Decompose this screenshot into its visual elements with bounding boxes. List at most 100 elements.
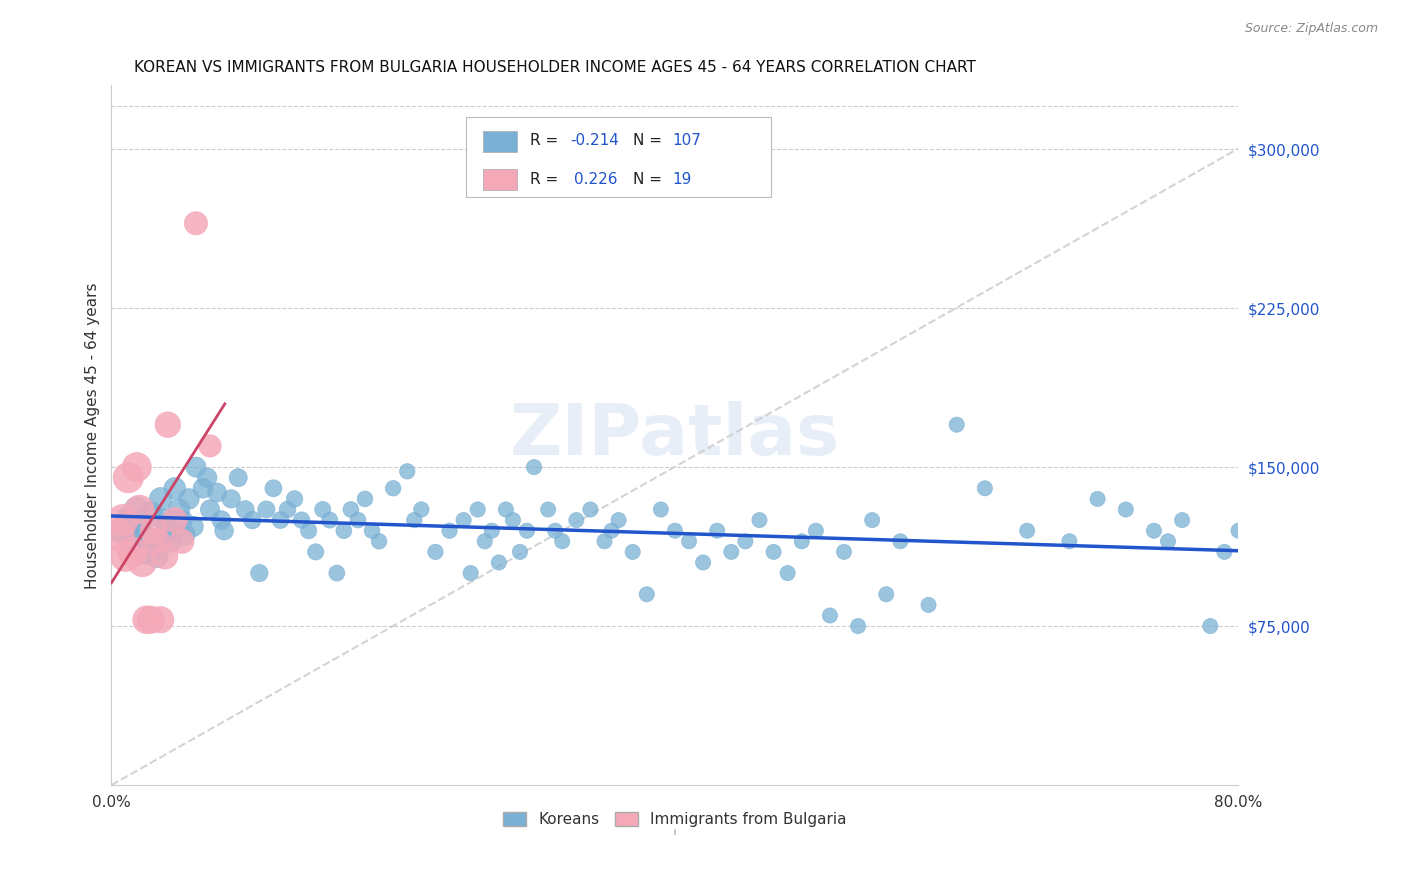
Point: [145, 549, 167, 563]
Point: [396, 464, 419, 478]
Point: [1171, 513, 1194, 527]
Point: [226, 471, 249, 485]
Point: [131, 556, 153, 570]
Point: [298, 524, 321, 538]
Point: [284, 491, 307, 506]
Point: [516, 524, 538, 538]
Text: N =: N =: [633, 133, 666, 148]
Text: KOREAN VS IMMIGRANTS FROM BULGARIA HOUSEHOLDER INCOME AGES 45 - 64 YEARS CORRELA: KOREAN VS IMMIGRANTS FROM BULGARIA HOUSE…: [134, 60, 976, 75]
Text: 19: 19: [672, 172, 692, 186]
FancyBboxPatch shape: [484, 131, 517, 152]
Text: R =: R =: [530, 172, 562, 186]
Point: [453, 513, 475, 527]
Point: [240, 513, 263, 527]
Point: [195, 471, 218, 485]
Point: [233, 502, 256, 516]
Text: Source: ZipAtlas.com: Source: ZipAtlas.com: [1244, 22, 1378, 36]
Point: [1157, 534, 1180, 549]
Text: 107: 107: [672, 133, 702, 148]
Point: [481, 524, 503, 538]
Point: [156, 417, 179, 432]
Point: [198, 502, 221, 516]
Point: [523, 460, 546, 475]
Point: [650, 502, 672, 516]
Point: [291, 513, 314, 527]
Point: [474, 534, 496, 549]
Point: [361, 524, 384, 538]
Point: [1199, 619, 1222, 633]
Point: [139, 613, 162, 627]
Point: [600, 524, 623, 538]
Point: [117, 513, 139, 527]
Text: R =: R =: [530, 133, 562, 148]
Point: [181, 519, 204, 533]
Point: [170, 513, 193, 527]
Point: [818, 608, 841, 623]
Point: [537, 502, 560, 516]
Point: [860, 513, 883, 527]
Point: [706, 524, 728, 538]
Point: [1017, 524, 1039, 538]
Point: [142, 524, 165, 538]
Point: [1087, 491, 1109, 506]
Point: [191, 481, 214, 495]
Point: [111, 513, 134, 527]
Point: [917, 598, 939, 612]
Legend: Koreans, Immigrants from Bulgaria: Koreans, Immigrants from Bulgaria: [498, 806, 852, 833]
Point: [354, 491, 377, 506]
Point: [163, 513, 186, 527]
Point: [607, 513, 630, 527]
Point: [664, 524, 686, 538]
Point: [139, 507, 162, 521]
Point: [319, 513, 342, 527]
Point: [889, 534, 911, 549]
Point: [439, 524, 461, 538]
Point: [149, 491, 172, 506]
Point: [209, 513, 232, 527]
Point: [153, 549, 176, 563]
Point: [333, 524, 356, 538]
Point: [1059, 534, 1081, 549]
Point: [495, 502, 517, 516]
Point: [135, 613, 157, 627]
Point: [107, 528, 129, 542]
Point: [593, 534, 616, 549]
Point: [142, 541, 165, 555]
Point: [404, 513, 426, 527]
Point: [1115, 502, 1137, 516]
Point: [621, 545, 644, 559]
Point: [205, 485, 228, 500]
Point: [776, 566, 799, 580]
Point: [128, 519, 150, 533]
Point: [163, 481, 186, 495]
Point: [636, 587, 658, 601]
Point: [135, 545, 157, 559]
Point: [1227, 524, 1250, 538]
Point: [945, 417, 967, 432]
Point: [125, 502, 148, 516]
Point: [149, 613, 172, 627]
Point: [167, 502, 190, 516]
Point: [262, 481, 284, 495]
Point: [128, 502, 150, 516]
Point: [153, 513, 176, 527]
Text: N =: N =: [633, 172, 666, 186]
Point: [488, 556, 510, 570]
Point: [544, 524, 567, 538]
Point: [734, 534, 756, 549]
FancyBboxPatch shape: [484, 169, 517, 190]
Point: [121, 534, 143, 549]
Point: [875, 587, 897, 601]
Point: [340, 502, 363, 516]
Point: [247, 566, 270, 580]
Point: [368, 534, 391, 549]
Point: [219, 491, 242, 506]
Point: [177, 491, 200, 506]
Point: [382, 481, 405, 495]
Point: [184, 460, 207, 475]
Point: [131, 528, 153, 542]
Point: [111, 524, 134, 538]
Point: [198, 439, 221, 453]
Point: [762, 545, 785, 559]
Point: [312, 502, 335, 516]
